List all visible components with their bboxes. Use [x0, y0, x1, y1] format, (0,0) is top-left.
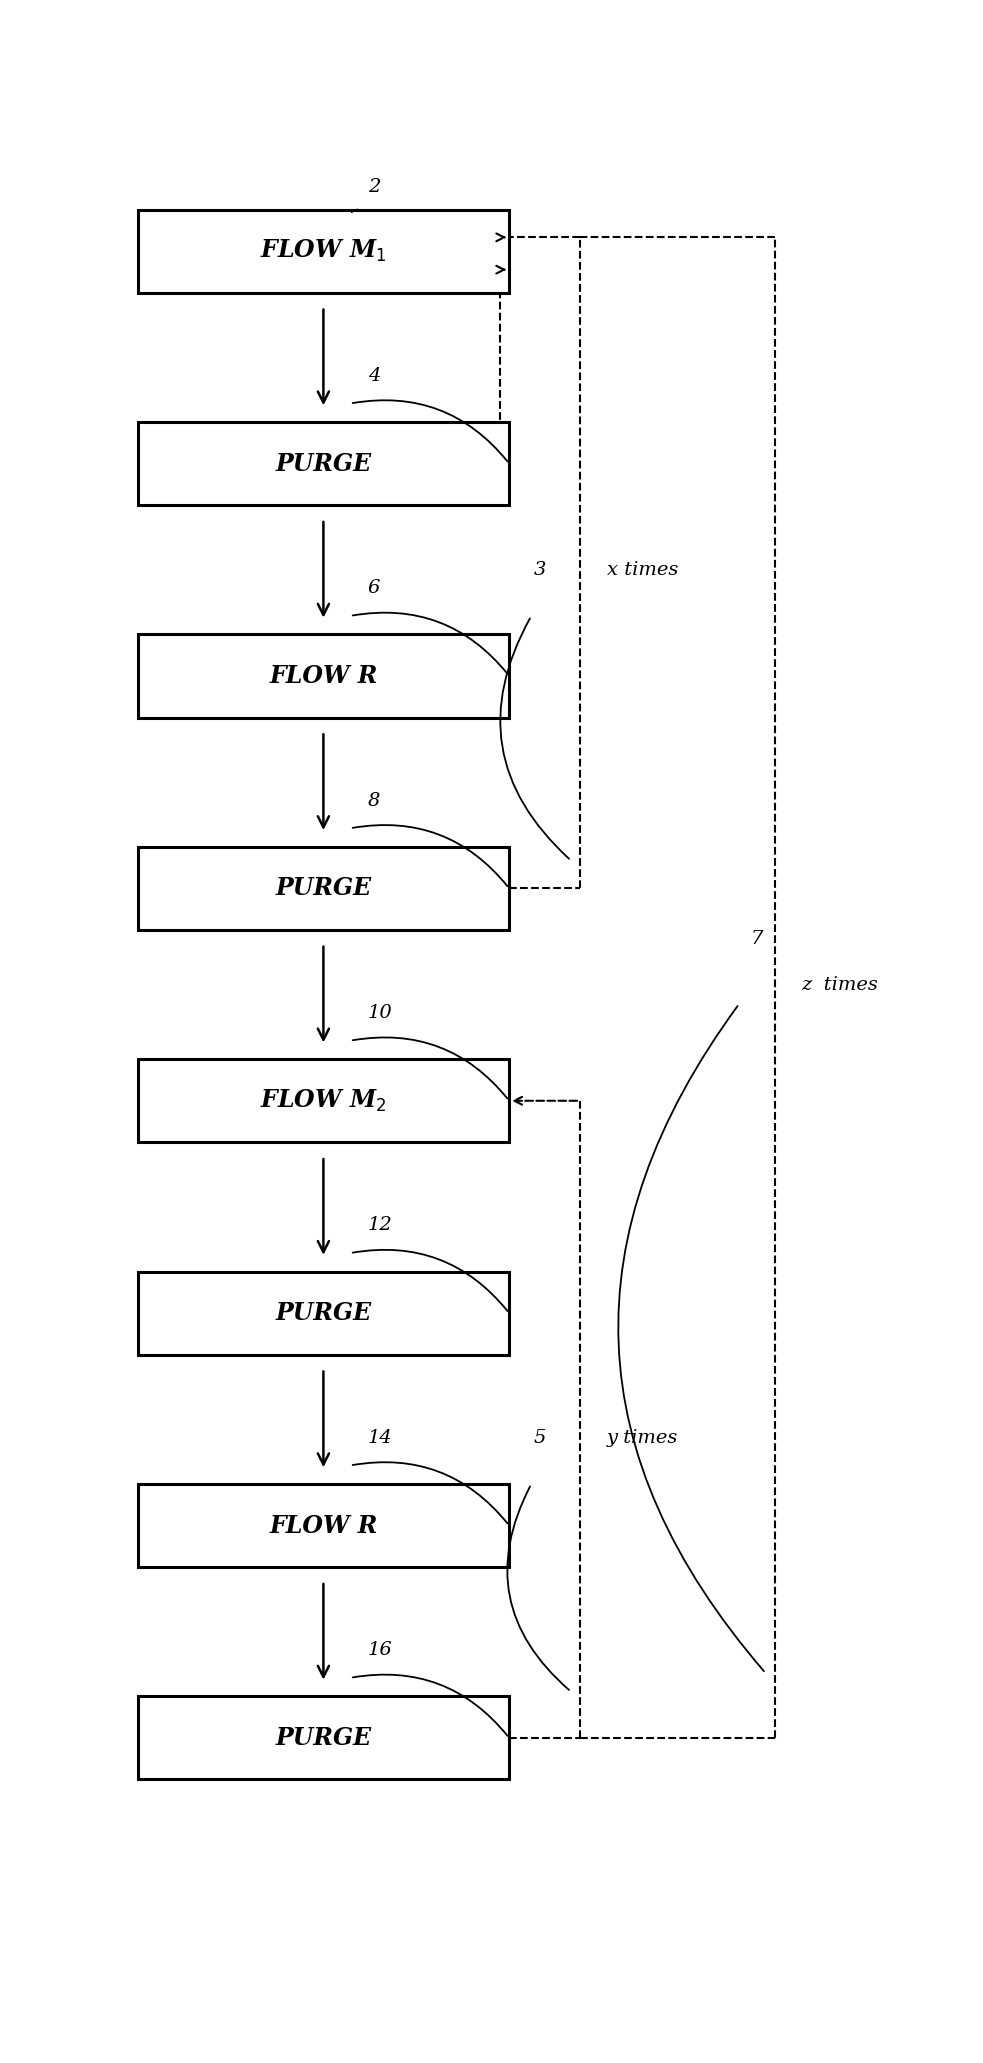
Text: 12: 12 — [368, 1217, 392, 1234]
FancyBboxPatch shape — [138, 423, 509, 505]
FancyBboxPatch shape — [138, 846, 509, 930]
FancyBboxPatch shape — [138, 210, 509, 293]
Text: 5: 5 — [534, 1430, 547, 1446]
Text: PURGE: PURGE — [275, 452, 372, 477]
Text: 4: 4 — [368, 367, 380, 386]
Text: 7: 7 — [751, 930, 763, 949]
FancyBboxPatch shape — [138, 1696, 509, 1780]
Text: 14: 14 — [368, 1430, 392, 1446]
FancyBboxPatch shape — [138, 1058, 509, 1143]
FancyBboxPatch shape — [138, 635, 509, 718]
Text: FLOW R: FLOW R — [269, 1514, 377, 1537]
Text: y times: y times — [607, 1430, 678, 1446]
FancyBboxPatch shape — [138, 1483, 509, 1568]
Text: 8: 8 — [368, 792, 380, 809]
Text: 2: 2 — [368, 177, 380, 196]
Text: FLOW M$_1$: FLOW M$_1$ — [260, 237, 386, 264]
Text: PURGE: PURGE — [275, 1302, 372, 1324]
Text: PURGE: PURGE — [275, 1727, 372, 1749]
Text: PURGE: PURGE — [275, 877, 372, 899]
Text: 10: 10 — [368, 1005, 392, 1021]
Text: 6: 6 — [368, 580, 380, 598]
FancyBboxPatch shape — [138, 1271, 509, 1355]
Text: x times: x times — [607, 561, 678, 580]
Text: FLOW R: FLOW R — [269, 664, 377, 687]
Text: 3: 3 — [534, 561, 547, 580]
Text: FLOW M$_2$: FLOW M$_2$ — [260, 1087, 386, 1114]
Text: z  times: z times — [801, 976, 878, 994]
Text: 16: 16 — [368, 1642, 392, 1659]
